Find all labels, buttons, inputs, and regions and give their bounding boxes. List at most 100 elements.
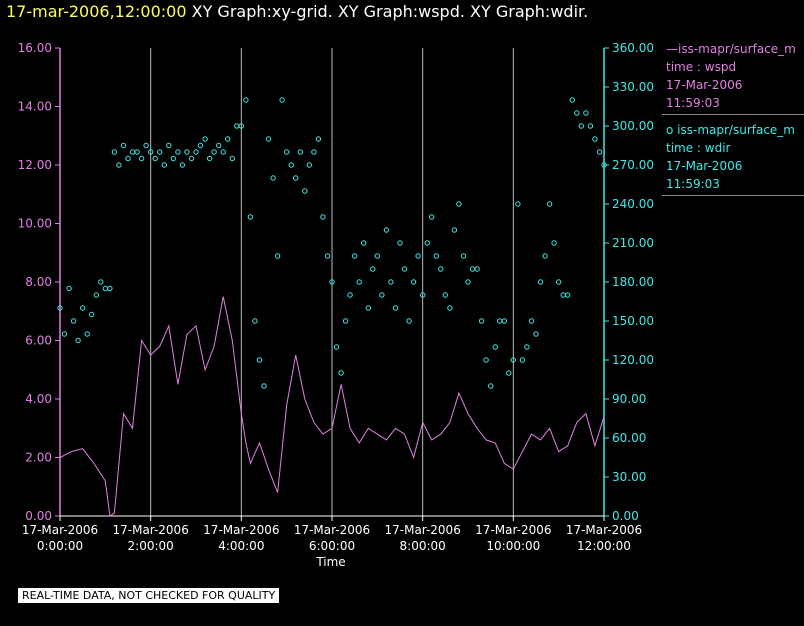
y-right-tick-label: 90.00 bbox=[612, 392, 646, 406]
wdir-point bbox=[243, 97, 249, 103]
quality-notice: REAL-TIME DATA, NOT CHECKED FOR QUALITY bbox=[18, 588, 280, 603]
y-left-tick-label: 16.00 bbox=[18, 41, 52, 55]
wdir-point bbox=[107, 285, 113, 292]
wdir-point bbox=[433, 253, 439, 259]
legend-wspd-source: —iss-mapr/surface_m bbox=[666, 42, 796, 56]
x-tick-time: 2:00:00 bbox=[128, 539, 174, 553]
y-right-tick-label: 180.00 bbox=[612, 275, 654, 289]
wdir-point bbox=[338, 370, 344, 376]
x-tick-date: 17-Mar-2006 bbox=[294, 523, 370, 537]
wdir-point bbox=[193, 149, 199, 155]
wdir-point bbox=[120, 142, 127, 149]
x-tick-date: 17-Mar-2006 bbox=[475, 523, 551, 537]
legend-wspd-clock: 11:59:03 bbox=[666, 96, 720, 110]
legend-wspd-time: time : wspd bbox=[666, 60, 737, 74]
wdir-point bbox=[442, 292, 448, 298]
x-tick-date: 17-Mar-2006 bbox=[112, 523, 188, 537]
wdir-point bbox=[320, 214, 326, 220]
legend-wspd: —iss-mapr/surface_m time : wspd 17-Mar-2… bbox=[662, 40, 804, 112]
y-left-tick-label: 0.00 bbox=[25, 509, 52, 523]
wdir-point bbox=[379, 292, 385, 298]
wdir-point bbox=[66, 285, 72, 292]
wdir-point bbox=[388, 279, 394, 285]
wdir-point bbox=[216, 142, 222, 149]
wdir-point bbox=[601, 162, 607, 168]
wdir-point bbox=[574, 110, 580, 116]
wdir-point bbox=[410, 279, 417, 285]
wdir-point bbox=[170, 155, 177, 162]
wdir-point bbox=[179, 162, 186, 168]
wdir-point bbox=[234, 123, 240, 129]
y-left-tick-label: 2.00 bbox=[25, 451, 52, 465]
x-tick-date: 17-Mar-2006 bbox=[384, 523, 460, 537]
wdir-point bbox=[506, 370, 512, 376]
wdir-point bbox=[61, 331, 68, 337]
wdir-point bbox=[465, 279, 471, 285]
legend-wdir-time: time : wdir bbox=[666, 141, 731, 155]
x-tick-time: 6:00:00 bbox=[309, 539, 355, 553]
wdir-point bbox=[284, 149, 290, 155]
x-axis-label: Time bbox=[315, 555, 345, 569]
y-right-tick-label: 60.00 bbox=[612, 431, 646, 445]
x-tick-time: 10:00:00 bbox=[486, 539, 540, 553]
wdir-point bbox=[361, 240, 367, 246]
wdir-point bbox=[102, 285, 109, 292]
wspd-line bbox=[59, 296, 605, 517]
wdir-point bbox=[157, 149, 163, 155]
wdir-point bbox=[420, 292, 426, 298]
wdir-point bbox=[492, 344, 498, 350]
wdir-point bbox=[460, 253, 467, 259]
wdir-point bbox=[592, 136, 598, 142]
wdir-point bbox=[143, 142, 149, 149]
wdir-point bbox=[184, 149, 190, 155]
wdir-point bbox=[406, 318, 412, 324]
x-tick-date: 17-Mar-2006 bbox=[22, 523, 98, 537]
wdir-point bbox=[293, 175, 299, 181]
legend-wdir-clock: 11:59:03 bbox=[666, 177, 720, 191]
x-tick-time: 4:00:00 bbox=[218, 539, 264, 553]
wdir-point bbox=[197, 142, 204, 149]
wdir-point bbox=[478, 318, 485, 324]
wdir-point bbox=[116, 162, 122, 168]
y-left-tick-label: 14.00 bbox=[18, 100, 52, 114]
wdir-point bbox=[70, 318, 77, 324]
y-left-tick-label: 8.00 bbox=[25, 275, 52, 289]
wdir-point bbox=[542, 253, 548, 259]
wdir-point bbox=[166, 142, 172, 149]
x-tick-time: 8:00:00 bbox=[400, 539, 446, 553]
wdir-point bbox=[578, 123, 584, 129]
wdir-point bbox=[537, 279, 544, 285]
wdir-point bbox=[229, 155, 236, 162]
wdir-point bbox=[392, 305, 399, 311]
wdir-point bbox=[352, 253, 358, 259]
wdir-point bbox=[256, 357, 263, 363]
right-axis: 0.00 30.00 60.00 90.00 120.00 150.00 180.00 210… bbox=[603, 41, 654, 523]
y-right-tick-label: 30.00 bbox=[612, 470, 646, 484]
wdir-point bbox=[524, 344, 530, 350]
y-right-tick-label: 360.00 bbox=[612, 41, 654, 55]
wdir-point bbox=[365, 305, 371, 311]
wdir-point bbox=[93, 292, 100, 298]
wdir-point bbox=[560, 292, 566, 298]
timestamp: 17-mar-2006,12:00:00 bbox=[6, 2, 187, 21]
y-left-tick-label: 6.00 bbox=[25, 334, 52, 348]
x-tick-time: 0:00:00 bbox=[37, 539, 83, 553]
y-left-tick-label: 12.00 bbox=[18, 158, 52, 172]
wdir-point bbox=[501, 318, 507, 324]
y-right-tick-label: 240.00 bbox=[612, 197, 654, 211]
wdir-point bbox=[528, 318, 535, 324]
legend-wdir-source: o iss-mapr/surface_m bbox=[666, 123, 795, 137]
y-right-tick-label: 120.00 bbox=[612, 353, 654, 367]
wdir-point bbox=[138, 155, 145, 162]
legend-separator-bottom bbox=[662, 195, 804, 196]
wdir-point bbox=[57, 305, 63, 311]
legend-separator bbox=[662, 114, 804, 115]
wdir-point bbox=[546, 201, 553, 207]
wdir-point bbox=[188, 155, 195, 162]
y-right-tick-label: 0.00 bbox=[612, 509, 639, 523]
wdir-point bbox=[306, 162, 312, 168]
wdir-point bbox=[98, 279, 104, 285]
wdir-point bbox=[329, 279, 335, 285]
vertical-grid bbox=[150, 48, 605, 516]
y-right-tick-label: 210.00 bbox=[612, 236, 654, 250]
